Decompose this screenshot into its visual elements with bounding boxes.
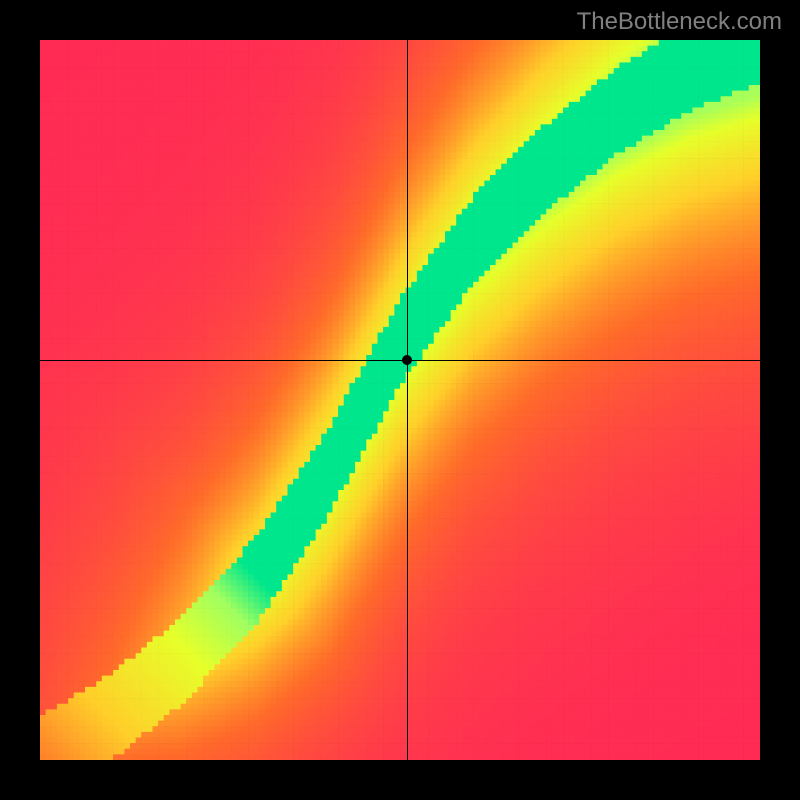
crosshair-horizontal [40, 360, 760, 361]
bottleneck-heatmap [40, 40, 760, 760]
crosshair-vertical [407, 40, 408, 760]
heatmap-canvas [40, 40, 760, 760]
attribution-text: TheBottleneck.com [577, 8, 782, 36]
data-point-marker [402, 355, 412, 365]
